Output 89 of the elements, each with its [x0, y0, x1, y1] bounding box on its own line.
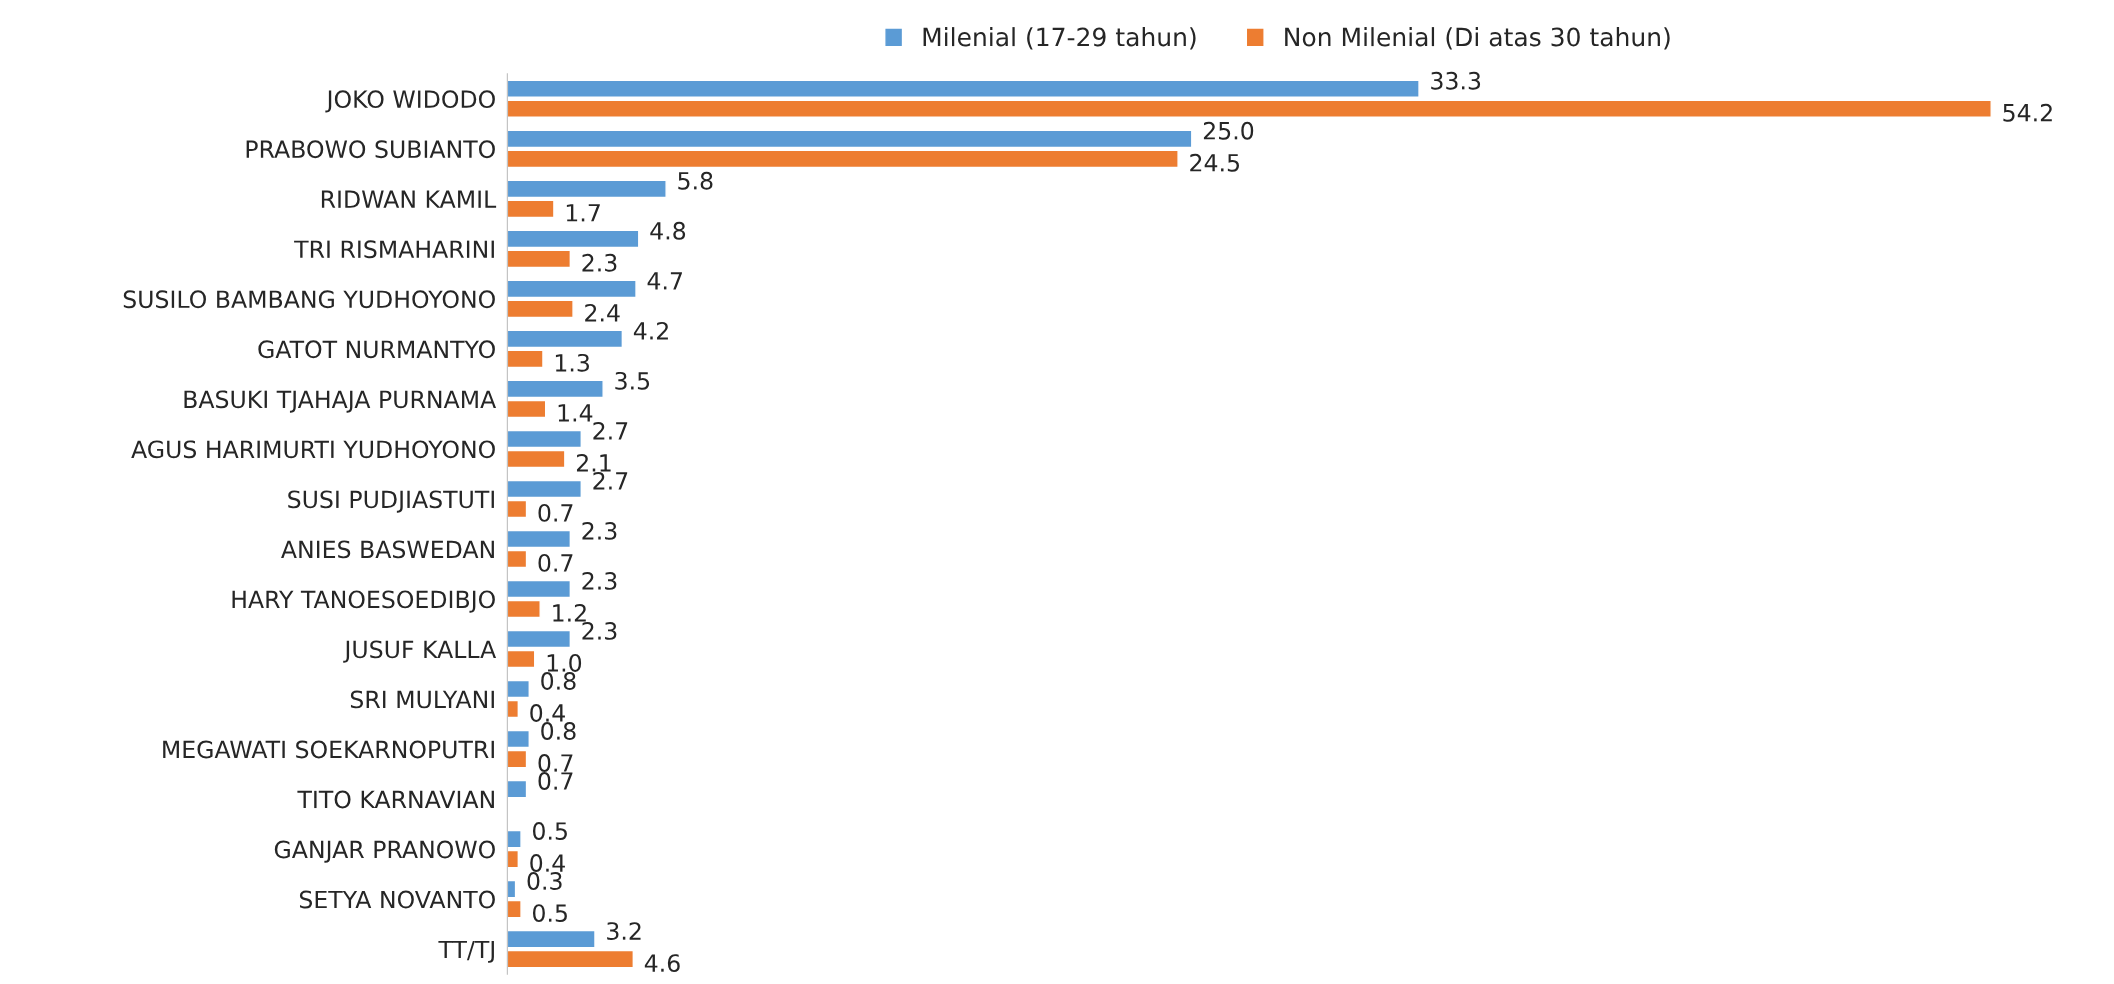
bar	[507, 249, 572, 269]
bar	[507, 299, 574, 319]
data-label: 2.1	[576, 453, 611, 472]
data-label: 33.3	[1431, 71, 1481, 90]
data-label: 2.3	[582, 521, 617, 540]
data-label: 0.7	[538, 503, 573, 522]
data-label: 0.5	[532, 904, 567, 922]
data-label: 2.3	[582, 622, 617, 640]
y-tick-label: JUSUF KALLA	[343, 640, 497, 663]
y-tick-label: GANJAR PRANOWO	[274, 840, 495, 863]
bar	[507, 129, 1193, 149]
bar	[507, 399, 547, 419]
bar	[507, 99, 1992, 119]
bar	[507, 599, 541, 619]
data-label: 25.0	[1203, 121, 1254, 140]
legend-label: Milenial (17-29 tahun)	[923, 27, 1196, 50]
data-label: 4.6	[644, 954, 680, 973]
data-label: 0.3	[527, 872, 562, 890]
bar	[507, 679, 530, 699]
data-label: 2.7	[593, 471, 628, 490]
bar	[507, 479, 582, 499]
bar	[507, 949, 634, 969]
y-tick-label: SUSILO BAMBANG YUDHOYONO	[123, 290, 495, 309]
bar	[507, 699, 520, 719]
data-label: 0.4	[530, 704, 565, 722]
bar	[507, 279, 637, 299]
bar	[507, 899, 522, 919]
bar	[507, 229, 640, 249]
data-label: 0.7	[538, 772, 573, 790]
data-label: 5.8	[678, 171, 713, 190]
data-label: 3.2	[607, 922, 641, 940]
data-label: 2.4	[585, 303, 620, 322]
data-label: 3.5	[615, 371, 650, 390]
y-tick-label: MEGAWATI SOEKARNOPUTRI	[163, 740, 494, 759]
y-tick-label: SETYA NOVANTO	[299, 890, 495, 909]
data-label: 2.3	[582, 253, 617, 272]
bar	[507, 829, 522, 849]
bar	[507, 649, 536, 669]
data-label: 0.7	[538, 754, 573, 772]
bar	[507, 149, 1179, 169]
bar	[507, 79, 1420, 99]
data-label: 54.2	[2003, 103, 2052, 122]
data-label: 2.7	[593, 421, 628, 440]
data-label: 0.4	[530, 854, 565, 872]
data-label: 1.4	[558, 404, 593, 422]
y-tick-label: BASUKI TJAHAJA PURNAMA	[184, 390, 497, 413]
y-tick-label: GATOT NURMANTYO	[258, 340, 495, 359]
bar	[507, 379, 604, 399]
bar	[507, 349, 544, 369]
data-label: 0.7	[538, 553, 573, 572]
data-label: 0.8	[541, 722, 576, 740]
bar	[507, 329, 624, 349]
data-label: 24.5	[1190, 153, 1240, 172]
bar	[507, 549, 528, 569]
bar	[507, 449, 566, 469]
data-label: 2.3	[582, 571, 617, 590]
y-tick-label: TITO KARNAVIAN	[297, 790, 494, 809]
data-label: 0.5	[532, 822, 567, 840]
bar	[507, 729, 530, 749]
data-label: 1.2	[553, 604, 586, 622]
data-label: 4.7	[647, 272, 682, 290]
y-tick-label: RIDWAN KAMIL	[321, 190, 497, 208]
bar	[507, 579, 572, 599]
bar	[507, 199, 555, 219]
y-tick-label: TRI RISMAHARINI	[294, 240, 494, 259]
data-label: 1.0	[547, 654, 582, 672]
bar	[507, 849, 520, 869]
y-tick-label: ANIES BASWEDAN	[281, 540, 494, 559]
y-tick-label: AGUS HARIMURTI YUDHOYONO	[131, 440, 495, 459]
data-label: 4.8	[650, 221, 686, 240]
y-tick-label: JOKO WIDODO	[325, 90, 495, 113]
y-tick-label: PRABOWO SUBIANTO	[246, 140, 495, 159]
legend-label: Non Milenial (Di atas 30 tahun)	[1285, 27, 1670, 50]
y-tick-label: HARY TANOESOEDIBJO	[232, 590, 495, 613]
y-tick-label: TT/TJ	[438, 940, 494, 963]
bar	[507, 749, 528, 769]
bar	[507, 499, 528, 519]
bar	[507, 629, 572, 649]
bar	[507, 929, 596, 949]
y-tick-label: SRI MULYANI	[350, 690, 494, 709]
data-label: 1.7	[566, 204, 600, 222]
bar	[507, 179, 667, 199]
data-label: 1.3	[555, 353, 589, 372]
bar	[507, 779, 528, 799]
data-label: 4.2	[633, 321, 668, 340]
bar	[507, 529, 572, 549]
data-label: 0.8	[541, 672, 576, 690]
y-tick-label: SUSI PUDJIASTUTI	[288, 490, 494, 513]
bar	[507, 429, 582, 449]
